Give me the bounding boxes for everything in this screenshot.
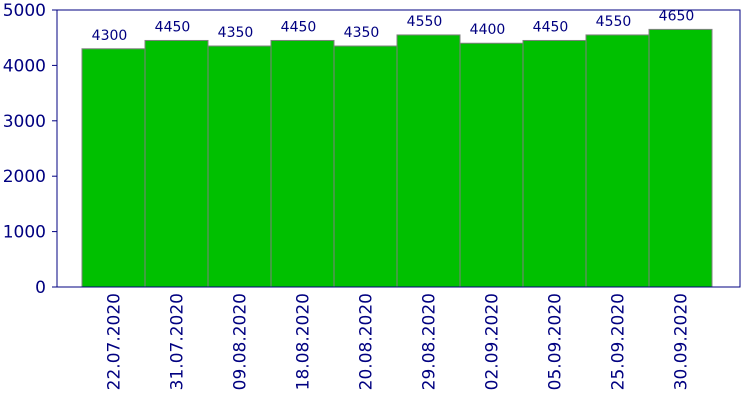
bar <box>585 34 650 288</box>
value-label: 4300 <box>92 28 128 44</box>
x-tick-label: 22.07.2020 <box>105 293 125 390</box>
y-tick-label: 5000 <box>3 1 46 21</box>
y-tick-label: 4000 <box>3 56 46 76</box>
y-tick-label: 2000 <box>3 167 46 187</box>
x-tick-label: 31.07.2020 <box>168 293 188 390</box>
bar <box>396 34 461 288</box>
bar <box>459 42 524 288</box>
x-tick-label: 09.08.2020 <box>231 293 251 390</box>
bar <box>207 45 272 288</box>
x-tick-label: 29.08.2020 <box>420 293 440 390</box>
value-label: 4550 <box>596 14 632 30</box>
value-label: 4650 <box>659 8 695 24</box>
value-label: 4400 <box>470 22 506 38</box>
y-tick-label: 1000 <box>3 223 46 243</box>
value-label: 4550 <box>407 14 443 30</box>
y-tick-label: 0 <box>35 278 46 298</box>
x-tick-label: 18.08.2020 <box>294 293 314 390</box>
bar <box>144 39 209 288</box>
value-label: 4350 <box>218 25 254 41</box>
bar <box>270 39 335 288</box>
value-label: 4450 <box>281 19 317 35</box>
plot-frame <box>56 9 741 288</box>
value-label: 4450 <box>533 19 569 35</box>
bar <box>333 45 398 288</box>
x-tick-label: 05.09.2020 <box>546 293 566 390</box>
x-tick-label: 20.08.2020 <box>357 293 377 390</box>
bar <box>648 28 713 288</box>
bar <box>81 48 146 288</box>
x-tick-label: 30.09.2020 <box>672 293 692 390</box>
bar <box>522 39 587 288</box>
x-tick-label: 25.09.2020 <box>609 293 629 390</box>
x-tick-label: 02.09.2020 <box>483 293 503 390</box>
value-label: 4450 <box>155 19 191 35</box>
y-tick-label: 3000 <box>3 112 46 132</box>
value-label: 4350 <box>344 25 380 41</box>
